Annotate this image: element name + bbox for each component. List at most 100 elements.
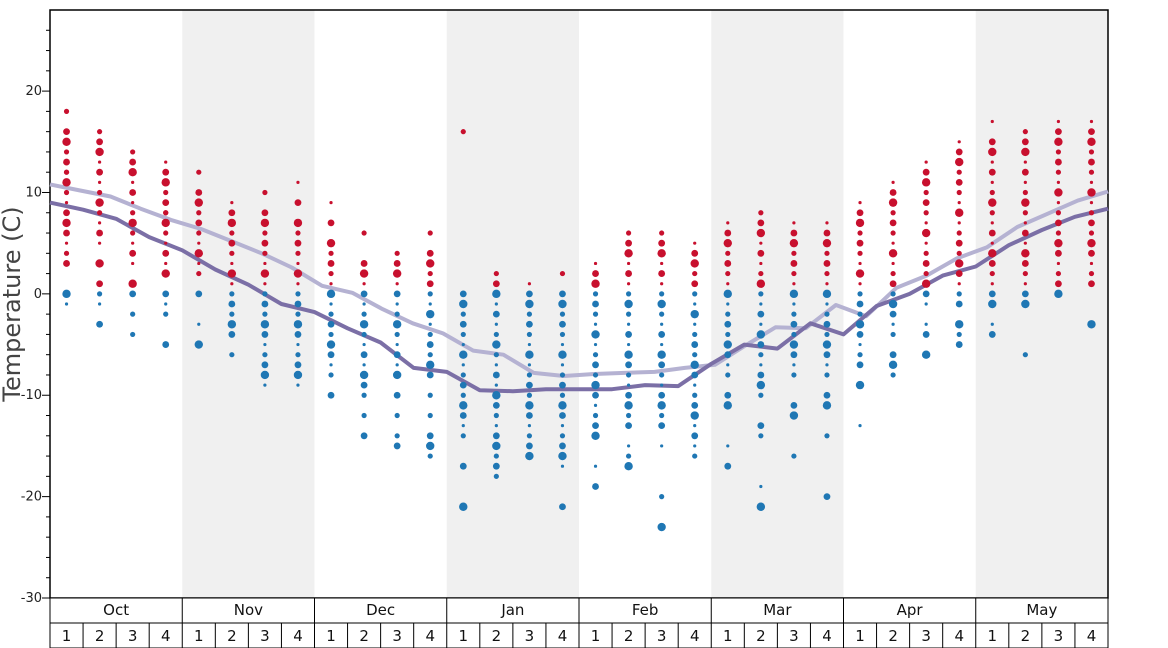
data-point: [426, 280, 434, 288]
data-point: [758, 210, 764, 216]
data-point: [494, 383, 498, 387]
data-point: [726, 221, 730, 225]
data-point: [758, 352, 764, 358]
data-point: [164, 160, 168, 164]
data-point: [1054, 238, 1063, 248]
data-point: [1087, 188, 1096, 197]
data-point: [1055, 270, 1062, 277]
data-point: [758, 392, 764, 398]
data-point: [460, 433, 466, 439]
data-point: [789, 238, 799, 248]
week-label: 1: [855, 627, 865, 645]
data-point: [658, 331, 666, 338]
month-shade-mar: [711, 10, 844, 598]
data-point: [891, 322, 895, 326]
data-point: [526, 372, 533, 378]
data-point: [957, 140, 961, 144]
data-point: [492, 462, 500, 470]
data-point: [293, 218, 303, 228]
data-point: [128, 218, 137, 228]
data-point: [262, 352, 268, 358]
data-point: [989, 270, 995, 277]
data-point: [690, 309, 699, 319]
data-point: [327, 219, 335, 227]
data-point: [392, 269, 402, 278]
data-point: [492, 289, 501, 299]
data-point: [525, 451, 534, 461]
data-point: [327, 391, 335, 399]
data-point: [329, 282, 333, 286]
data-point: [63, 260, 70, 267]
data-point: [97, 160, 102, 164]
data-point: [196, 270, 202, 277]
month-shade-nov: [182, 10, 315, 598]
data-point: [592, 311, 599, 317]
data-point: [63, 158, 70, 166]
data-point: [924, 160, 928, 164]
data-point: [625, 453, 632, 459]
data-point: [296, 261, 300, 266]
data-point: [328, 331, 334, 338]
week-label: 2: [227, 627, 237, 645]
data-point: [326, 340, 336, 349]
data-point: [724, 229, 732, 237]
data-point: [923, 250, 929, 256]
data-point: [130, 210, 136, 216]
data-point: [858, 201, 862, 205]
data-point: [262, 250, 268, 256]
data-point: [693, 444, 697, 448]
data-point: [492, 391, 501, 400]
data-point: [921, 178, 931, 187]
data-point: [660, 342, 664, 347]
data-point: [824, 250, 830, 256]
data-point: [758, 433, 764, 439]
data-point: [196, 169, 202, 175]
week-label: 4: [558, 627, 568, 645]
data-point: [724, 260, 732, 267]
data-point: [494, 322, 498, 326]
data-point: [163, 189, 169, 196]
data-point: [328, 250, 334, 256]
data-point: [624, 350, 633, 359]
data-point: [888, 360, 898, 370]
data-point: [723, 401, 732, 410]
data-point: [757, 422, 765, 430]
data-point: [855, 320, 865, 329]
data-point: [359, 370, 369, 380]
data-point: [657, 401, 666, 410]
data-point: [392, 370, 402, 380]
data-point: [690, 411, 699, 420]
data-point: [328, 311, 334, 317]
data-point: [1088, 169, 1095, 175]
data-point: [1022, 129, 1028, 135]
data-point: [789, 340, 799, 349]
data-point: [395, 342, 399, 347]
data-point: [592, 352, 599, 358]
data-point: [759, 322, 763, 326]
data-point: [823, 320, 831, 328]
data-point: [96, 210, 103, 216]
data-point: [526, 392, 533, 398]
data-point: [956, 331, 962, 338]
data-point: [494, 363, 498, 367]
week-label: 1: [326, 627, 336, 645]
data-point: [658, 391, 666, 399]
data-point: [693, 322, 697, 326]
data-point: [393, 260, 401, 267]
data-point: [229, 250, 235, 256]
data-point: [559, 331, 566, 338]
data-point: [162, 199, 170, 207]
week-label: 2: [359, 627, 369, 645]
data-point: [295, 250, 301, 256]
data-point: [1088, 270, 1095, 277]
data-point: [890, 230, 896, 236]
data-point: [988, 198, 997, 207]
data-point: [162, 341, 170, 348]
data-point: [328, 372, 334, 378]
data-point: [791, 453, 797, 459]
data-point: [955, 270, 963, 277]
data-point: [63, 169, 70, 175]
data-point: [559, 412, 566, 419]
data-point: [989, 189, 995, 196]
data-point: [63, 128, 70, 136]
